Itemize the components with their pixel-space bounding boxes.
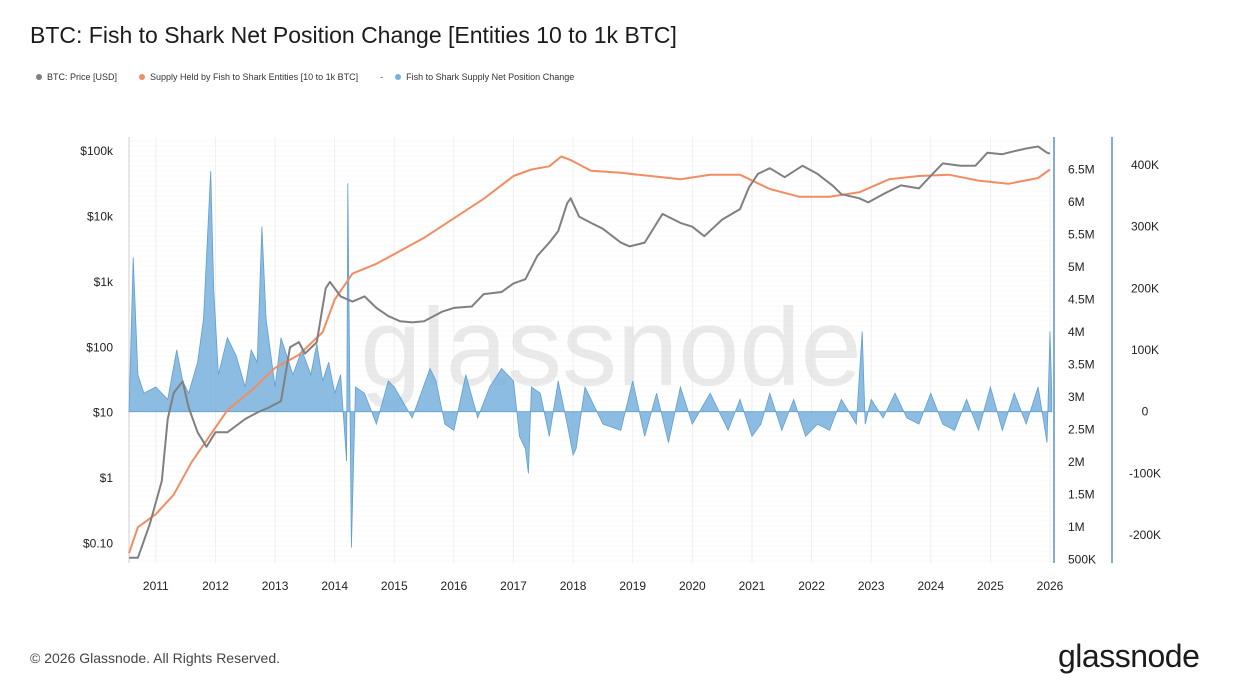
x-axis-tick-label: 2026 — [1037, 579, 1064, 593]
mid-axis-tick-label: 6.5M — [1068, 163, 1095, 177]
x-axis-tick-label: 2012 — [202, 579, 229, 593]
mid-axis-tick-label: 2.5M — [1068, 423, 1095, 437]
glassnode-logo: glassnode — [1058, 638, 1200, 674]
left-axis-tick-label: $1 — [100, 471, 114, 485]
left-axis-tick-label: $10 — [93, 406, 113, 420]
x-axis-tick-label: 2019 — [619, 579, 646, 593]
left-axis-tick-label: $1k — [94, 275, 114, 289]
right-axis-tick-label: 400K — [1131, 158, 1159, 172]
mid-axis-tick-label: 6M — [1068, 195, 1085, 209]
x-axis-tick-label: 2013 — [262, 579, 289, 593]
x-axis-tick-label: 2017 — [500, 579, 527, 593]
series-price-line — [129, 145, 1051, 559]
x-axis-tick-label: 2016 — [441, 579, 468, 593]
series-supply-line — [128, 155, 1051, 554]
right-axis-tick-label: 300K — [1131, 220, 1159, 234]
mid-axis-tick-label: 5M — [1068, 260, 1085, 274]
left-axis-tick-label: $100 — [86, 340, 113, 354]
copyright-footer: © 2026 Glassnode. All Rights Reserved. — [30, 650, 281, 666]
legend-label-supply: Supply Held by Fish to Shark Entities [1… — [150, 72, 359, 82]
x-axis-tick-label: 2021 — [739, 579, 766, 593]
legend: BTC: Price [USD] Supply Held by Fish to … — [36, 72, 596, 82]
legend-label-net-change: Fish to Shark Supply Net Position Change — [406, 72, 575, 82]
watermark: glassnode — [360, 286, 862, 409]
x-axis-tick-label: 2011 — [143, 579, 169, 593]
right-axis-tick-label: -100K — [1129, 466, 1161, 480]
x-axis-tick-label: 2015 — [381, 579, 408, 593]
mid-axis-tick-label: 4.5M — [1068, 293, 1095, 307]
legend-item-price[interactable]: BTC: Price [USD] — [36, 72, 117, 82]
mid-axis-tick-label: 2M — [1068, 455, 1085, 469]
legend-item-supply[interactable]: Supply Held by Fish to Shark Entities [1… — [139, 72, 358, 82]
series-net-position-change-area — [128, 170, 1053, 548]
legend-item-net-change[interactable]: Fish to Shark Supply Net Position Change — [395, 72, 574, 82]
mid-axis-tick-label: 500K — [1068, 553, 1096, 567]
x-axis-tick-label: 2023 — [858, 579, 885, 593]
right-axis-tick-label: 100K — [1131, 343, 1159, 357]
left-axis-tick-label: $0.10 — [83, 536, 113, 550]
mid-axis-tick-label: 4M — [1068, 325, 1085, 339]
mid-axis-tick-label: 5.5M — [1068, 228, 1095, 242]
left-axis-tick-label: $100k — [80, 144, 114, 158]
x-axis-tick-label: 2025 — [977, 579, 1004, 593]
legend-dot-net-change — [395, 74, 402, 80]
right-axis-tick-label: -200K — [1129, 528, 1161, 542]
chart-title: BTC: Fish to Shark Net Position Change [… — [30, 22, 677, 48]
mid-axis-tick-label: 3.5M — [1068, 358, 1095, 372]
x-axis-tick-label: 2020 — [679, 579, 706, 593]
x-axis-tick-label: 2024 — [917, 579, 944, 593]
x-axis-tick-label: 2014 — [321, 579, 348, 593]
mid-axis-tick-label: 1.5M — [1068, 488, 1095, 502]
x-axis-tick-label: 2018 — [560, 579, 587, 593]
right-axis-tick-label: 200K — [1131, 281, 1159, 295]
legend-dot-supply — [139, 74, 146, 80]
legend-separator: - — [380, 72, 384, 82]
mid-axis-tick-label: 1M — [1068, 520, 1085, 534]
legend-label-price: BTC: Price [USD] — [47, 72, 118, 82]
x-axis-tick-label: 2022 — [798, 579, 825, 593]
mid-axis-tick-label: 3M — [1068, 390, 1085, 404]
right-axis-tick-label: 0 — [1142, 405, 1149, 419]
left-axis-tick-label: $10k — [87, 210, 114, 224]
legend-dot-price — [36, 74, 42, 80]
